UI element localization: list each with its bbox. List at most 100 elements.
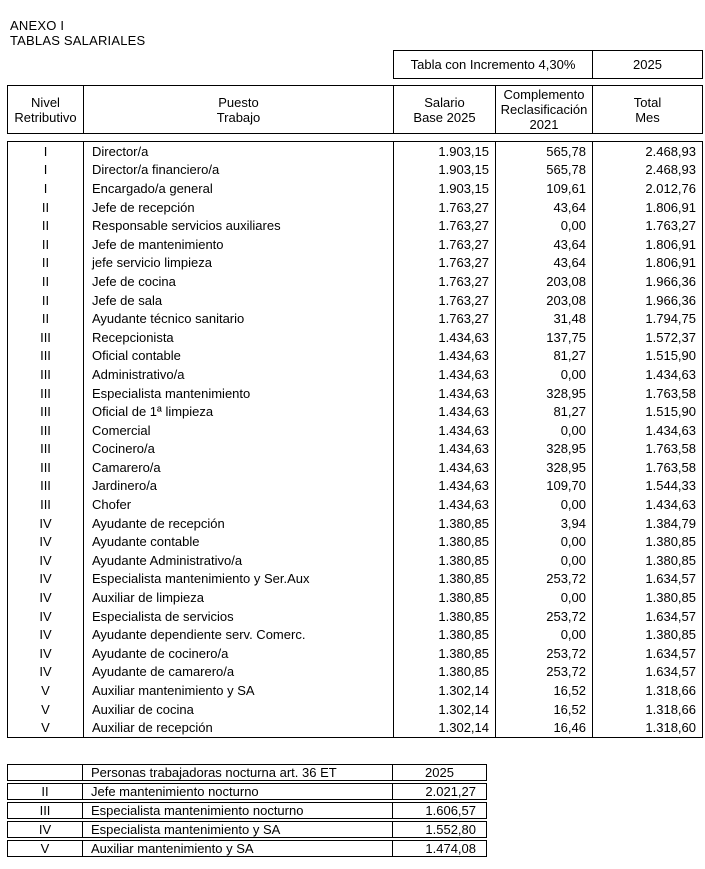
level-cell: IV [7,662,84,682]
total-mes-cell: 1.380,85 [592,625,703,645]
complemento-cell: 565,78 [495,160,593,180]
level-cell: IV [7,625,84,645]
total-mes-cell: 1.794,75 [592,309,703,328]
header-level-cell: Nivel Retributivo [7,85,84,134]
salario-base-cell: 1.380,85 [393,532,496,552]
level-cell: IV [7,513,84,533]
total-mes-cell: 1.806,91 [592,234,703,254]
salario-base-cell: 1.380,85 [393,569,496,589]
level-cell: IV [7,644,84,663]
main-table-body: I Director/a 1.903,15 565,78 2.468,93 I Direct… [7,141,703,738]
table-row: II Ayudante técnico sanitario 1.763,27 31,4… [7,309,703,328]
level-cell: V [7,681,84,700]
total-mes-cell: 1.380,85 [592,532,703,552]
total-mes-cell: 1.634,57 [592,569,703,589]
salario-base-cell: 1.380,85 [393,513,496,533]
increment-banner-row: Tabla con Incremento 4,30% 2025 [393,50,703,79]
table-row: III Administrativo/a 1.434,63 0,00 1.434,63 [7,365,703,384]
complemento-cell: 328,95 [495,439,593,459]
table-row: V Auxiliar de cocina 1.302,14 16,52 1.318,66 [7,699,703,719]
total-mes-cell: 1.572,37 [592,327,703,347]
total-mes-cell: 1.634,57 [592,662,703,682]
complemento-cell: 328,95 [495,458,593,477]
puesto-cell: Auxiliar de recepción [83,718,394,738]
level-cell: III [7,327,84,347]
increment-label-cell: Tabla con Incremento 4,30% [393,50,593,79]
level-cell: V [7,718,84,738]
table-row: V Auxiliar mantenimiento y SA 1.302,14 16,5… [7,681,703,700]
table-row: II jefe servicio limpieza 1.763,27 43,64 1.8… [7,253,703,273]
puesto-cell: Especialista mantenimiento y SA [83,821,393,838]
puesto-cell: Jardinero/a [83,476,394,496]
puesto-cell: Jefe de cocina [83,272,394,291]
level-cell: IV [7,569,84,589]
table-row: III Especialista mantenimiento nocturno 1.… [7,802,487,819]
complemento-cell: 43,64 [495,234,593,254]
complemento-cell: 0,00 [495,365,593,384]
puesto-cell: Camarero/a [83,458,394,477]
total-mes-cell: 1.515,90 [592,402,703,421]
table-row: IV Especialista mantenimiento y Ser.Aux 1.… [7,569,703,589]
night-table-header-row: Personas trabajadoras nocturna art. 36 E… [7,764,487,781]
complemento-cell: 0,00 [495,532,593,552]
salario-base-cell: 1.434,63 [393,439,496,459]
salario-base-cell: 1.903,15 [393,160,496,180]
total-mes-cell: 1.515,90 [592,346,703,366]
total-mes-cell: 1.434,63 [592,495,703,514]
level-cell: III [7,495,84,514]
document-title: ANEXO I TABLAS SALARIALES [10,18,145,48]
salario-base-cell: 1.763,27 [393,197,496,217]
night-value-cell: 1.606,57 [393,802,487,819]
puesto-cell: Jefe de sala [83,290,394,310]
night-header-year-cell: 2025 [393,764,487,781]
night-value-cell: 1.552,80 [393,821,487,838]
puesto-cell: Ayudante de camarero/a [83,662,394,682]
total-mes-cell: 1.434,63 [592,365,703,384]
salario-base-cell: 1.763,27 [393,290,496,310]
table-row: III Recepcionista 1.434,63 137,75 1.572,37 [7,327,703,347]
complemento-cell: 81,27 [495,346,593,366]
table-row: IV Especialista mantenimiento y SA 1.552,8… [7,821,487,838]
level-cell: IV [7,532,84,552]
night-value-cell: 2.021,27 [393,783,487,800]
table-row: IV Ayudante Administrativo/a 1.380,85 0,00 1… [7,551,703,570]
puesto-cell: Oficial de 1ª limpieza [83,402,394,421]
salario-base-cell: 1.434,63 [393,365,496,384]
salario-base-cell: 1.302,14 [393,718,496,738]
table-row: III Comercial 1.434,63 0,00 1.434,63 [7,420,703,440]
level-cell: II [7,290,84,310]
puesto-cell: Encargado/a general [83,179,394,198]
main-table-header-row: Nivel Retributivo Puesto Trabajo Salario… [7,85,703,134]
puesto-cell: Especialista mantenimiento y Ser.Aux [83,569,394,589]
salario-base-cell: 1.763,27 [393,272,496,291]
level-cell: III [7,420,84,440]
table-row: IV Ayudante de cocinero/a 1.380,85 253,72 1.… [7,644,703,663]
table-row: IV Especialista de servicios 1.380,85 253,7… [7,606,703,626]
level-cell: III [7,383,84,403]
complemento-cell: 0,00 [495,495,593,514]
header-puesto-cell: Puesto Trabajo [83,85,394,134]
level-cell: V [7,699,84,719]
complemento-cell: 0,00 [495,420,593,440]
table-row: II Responsable servicios auxiliares 1.763,… [7,216,703,235]
total-mes-cell: 1.634,57 [592,644,703,663]
table-row: II Jefe de mantenimiento 1.763,27 43,64 1.80… [7,234,703,254]
total-mes-cell: 2.468,93 [592,160,703,180]
puesto-cell: Chofer [83,495,394,514]
table-row: III Oficial de 1ª limpieza 1.434,63 81,27 1.… [7,402,703,421]
table-row: III Camarero/a 1.434,63 328,95 1.763,58 [7,458,703,477]
increment-banner: Tabla con Incremento 4,30% 2025 [393,50,703,79]
salario-base-cell: 1.302,14 [393,681,496,700]
complemento-cell: 0,00 [495,588,593,607]
complemento-cell: 0,00 [495,551,593,570]
level-cell: IV [7,551,84,570]
puesto-cell: Especialista mantenimiento nocturno [83,802,393,819]
main-table-header: Nivel Retributivo Puesto Trabajo Salario… [7,85,703,134]
increment-year-cell: 2025 [592,50,703,79]
complemento-cell: 0,00 [495,625,593,645]
table-row: IV Ayudante de camarero/a 1.380,85 253,72 1.… [7,662,703,682]
salario-base-cell: 1.380,85 [393,606,496,626]
table-row: IV Auxiliar de limpieza 1.380,85 0,00 1.380,… [7,588,703,607]
salario-base-cell: 1.763,27 [393,309,496,328]
puesto-cell: Oficial contable [83,346,394,366]
